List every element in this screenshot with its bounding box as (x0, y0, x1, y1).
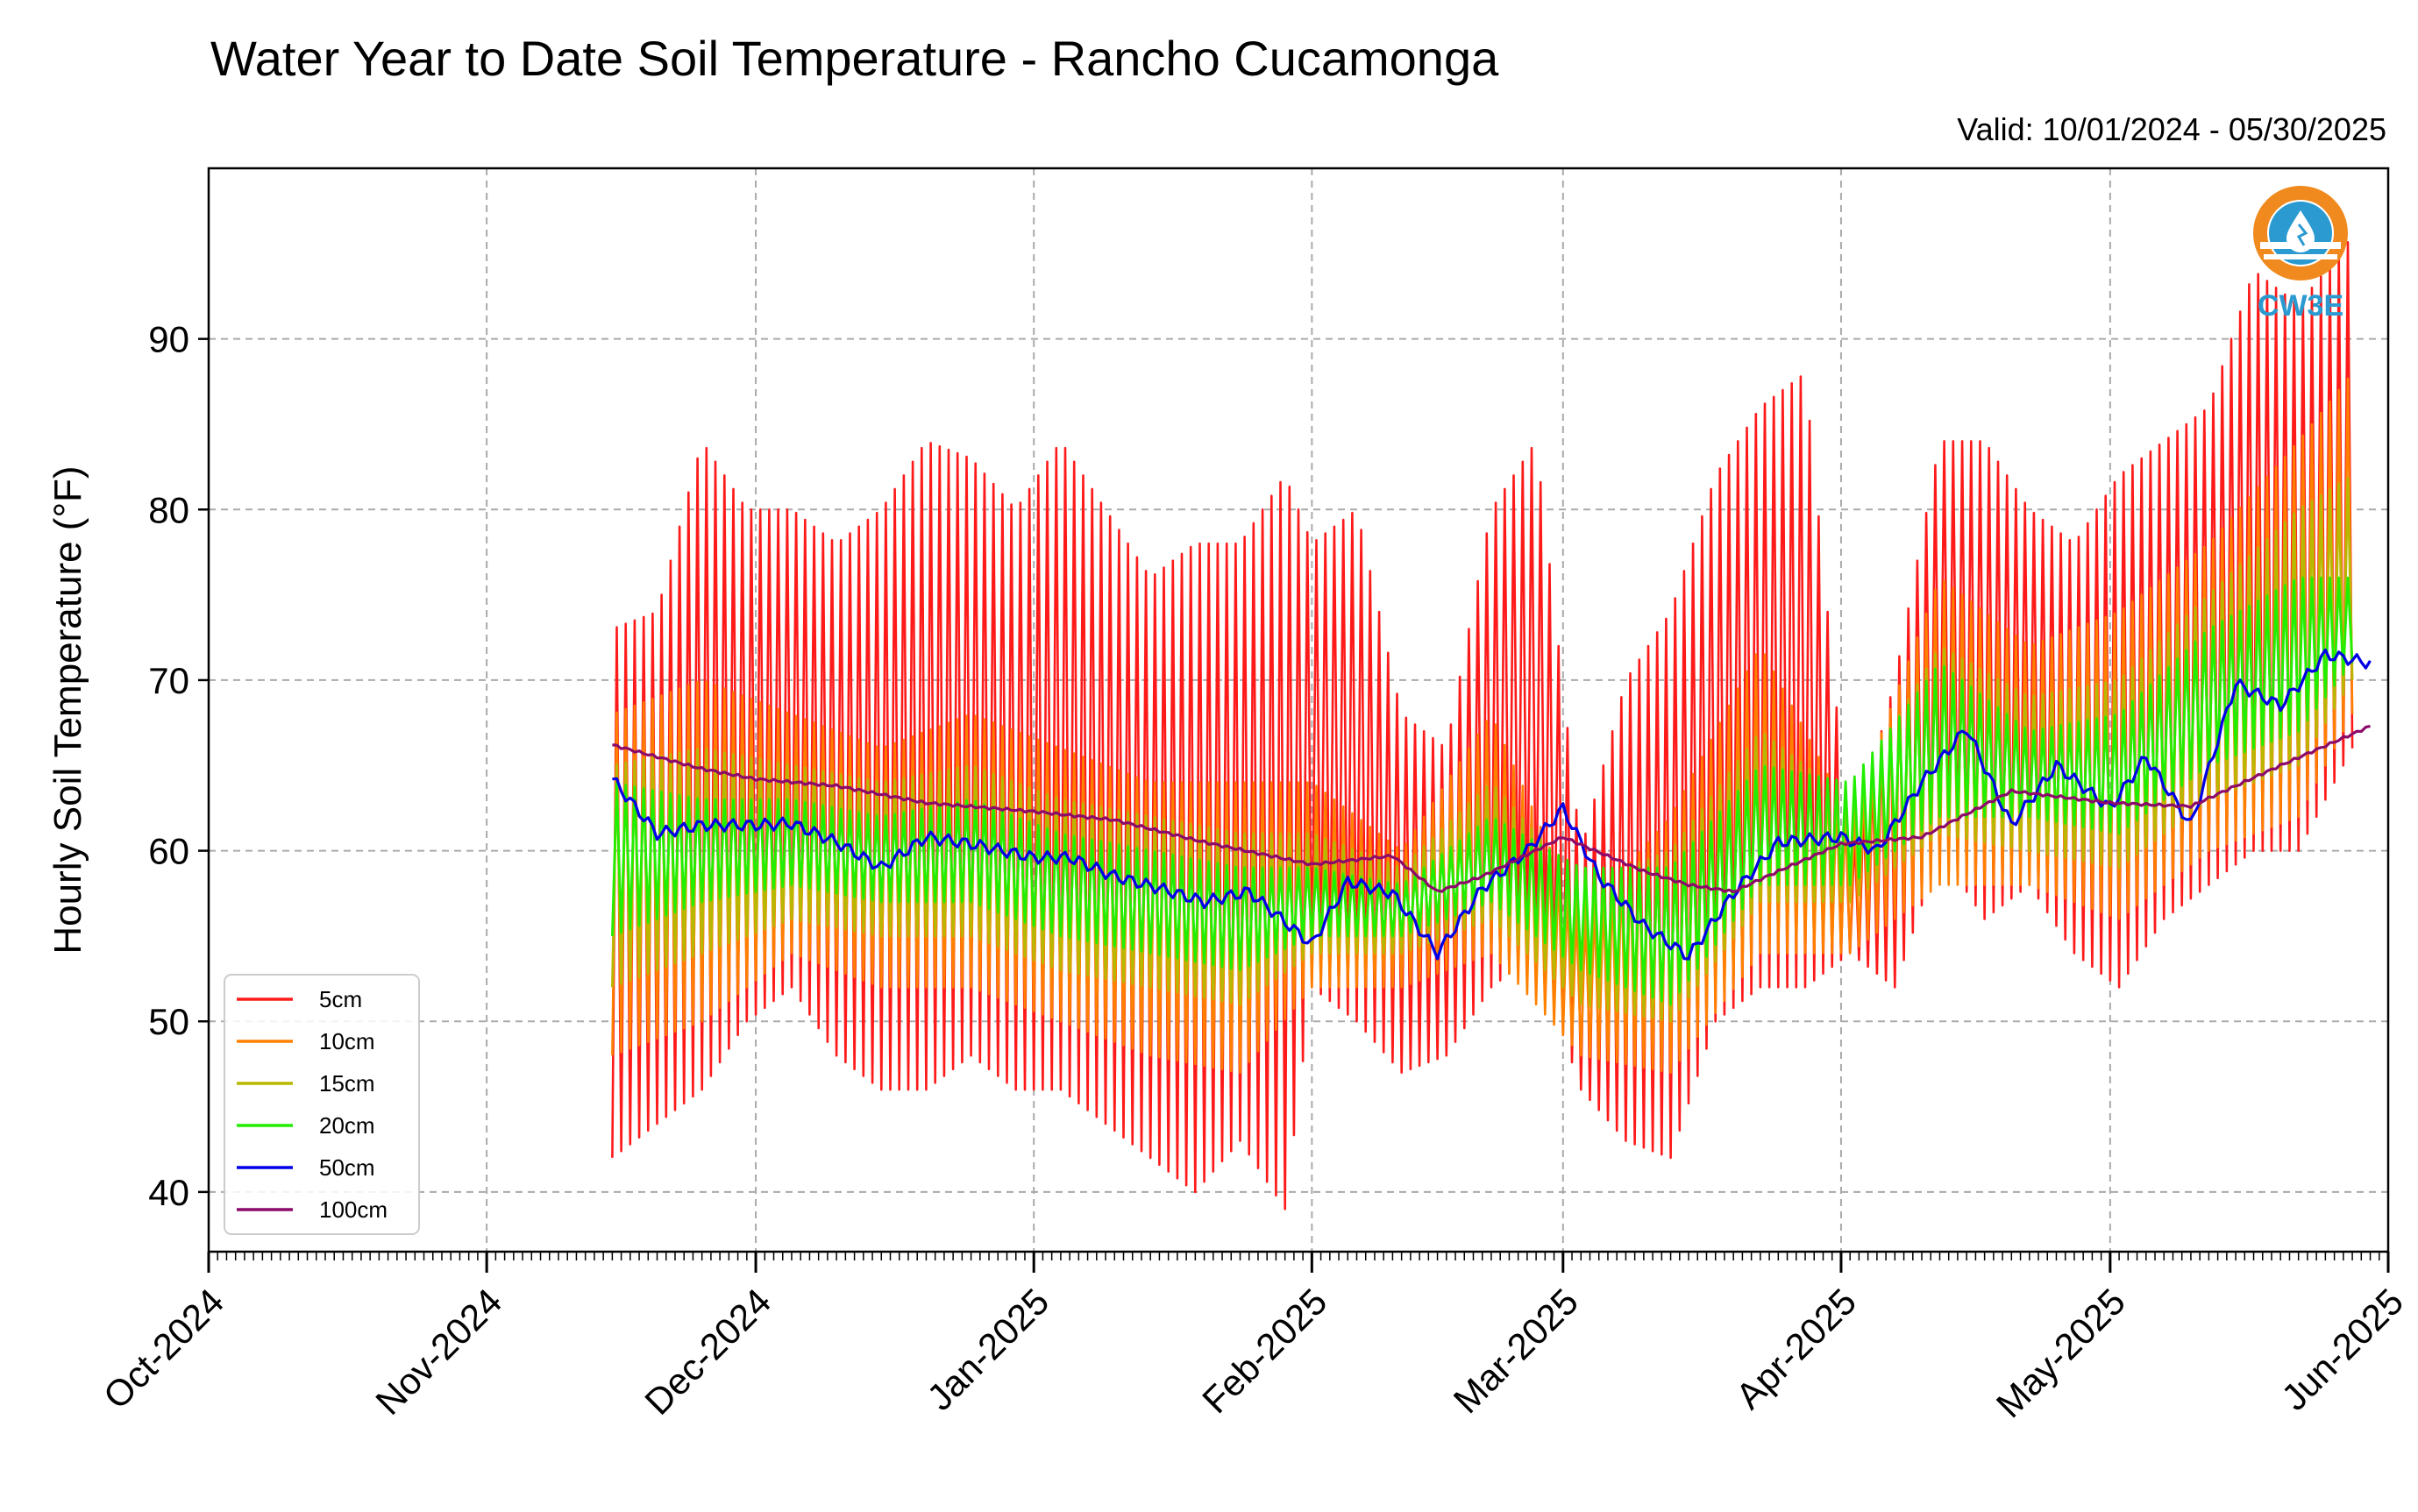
y-tick-label: 90 (148, 319, 189, 360)
x-axis: Oct-2024 Nov-2024 Dec-2024 Jan-2025 Feb-2025… (96, 1252, 2411, 1425)
legend-label-100cm: 100cm (319, 1196, 388, 1223)
legend-label-10cm: 10cm (319, 1028, 375, 1054)
series-line-50cm (612, 648, 2372, 961)
plot-frame (207, 167, 2390, 1253)
x-tick-label: Mar-2025 (1446, 1281, 1586, 1421)
y-tick-label: 50 (148, 1001, 189, 1042)
x-tick-label: Dec-2024 (637, 1281, 779, 1423)
legend-label-5cm: 5cm (319, 986, 362, 1012)
x-tick-label: Feb-2025 (1194, 1281, 1334, 1421)
water-drop-icon (2286, 210, 2315, 252)
x-tick-label: Nov-2024 (367, 1281, 509, 1423)
logo-drop-mark (2296, 224, 2308, 246)
x-tick-label: Apr-2025 (1728, 1281, 1864, 1416)
legend-label-15cm: 15cm (319, 1070, 375, 1097)
y-tick-label: 80 (148, 489, 189, 530)
plot-series (611, 240, 2372, 1210)
y-tick-label: 40 (148, 1172, 189, 1213)
cw3e-logo: CW3E (2253, 186, 2348, 323)
series-line-5cm (611, 240, 2354, 1210)
y-tick-label: 70 (148, 660, 189, 701)
x-tick-label: May-2025 (1988, 1281, 2133, 1425)
y-tick-label: 60 (148, 831, 189, 872)
logo-text: CW3E (2258, 289, 2343, 323)
y-axis: 40 50 60 70 80 90 (148, 319, 209, 1213)
chart-subtitle: Valid: 10/01/2024 - 05/30/2025 (1957, 111, 2386, 147)
series-line-100cm (612, 724, 2371, 894)
series-line-20cm (611, 576, 2354, 1006)
legend-box (224, 974, 420, 1235)
logo-wave-2 (2264, 254, 2337, 259)
y-axis-label: Hourly Soil Temperature (°F) (46, 465, 89, 954)
chart-title: Water Year to Date Soil Temperature - Ra… (210, 31, 1499, 86)
logo-ring (2253, 186, 2348, 280)
x-tick-label: Oct-2024 (96, 1281, 231, 1416)
x-tick-label: Jun-2025 (2273, 1281, 2411, 1418)
x-tick-label: Jan-2025 (919, 1281, 1056, 1418)
legend: 5cm 10cm 15cm 20cm 50cm 100cm (224, 974, 420, 1235)
legend-label-50cm: 50cm (319, 1154, 375, 1181)
legend-label-20cm: 20cm (319, 1112, 375, 1139)
